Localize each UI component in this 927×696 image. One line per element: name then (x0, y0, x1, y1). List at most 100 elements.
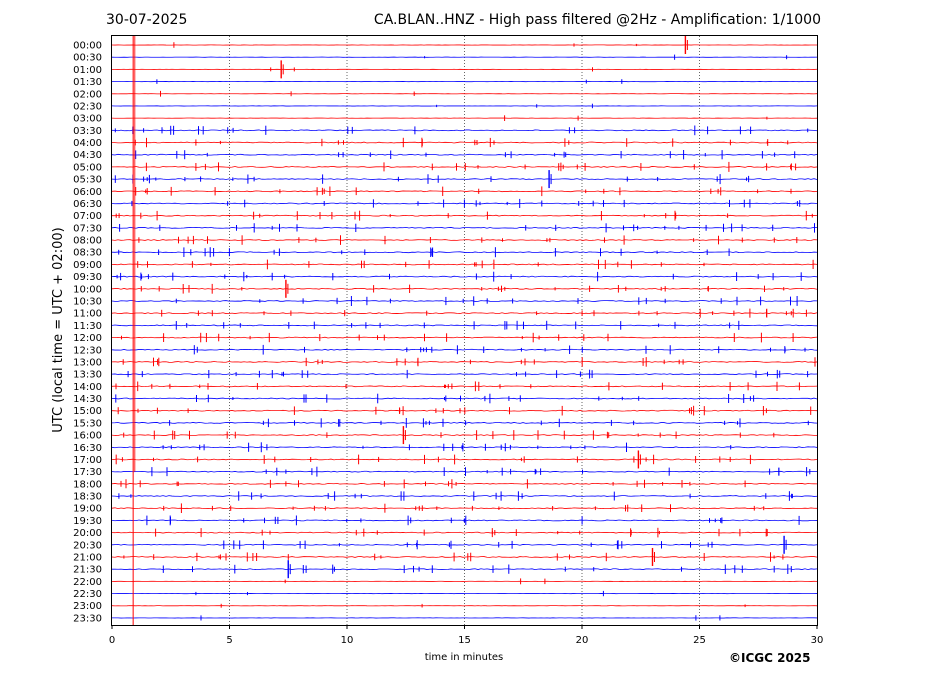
trace-row (111, 190, 818, 193)
row-label: 11:30 (73, 321, 102, 332)
row-label: 16:00 (73, 431, 102, 442)
vertical-gridlines (229, 36, 700, 625)
seismic-traces (111, 36, 818, 625)
trace-row (111, 312, 818, 315)
row-label: 03:30 (73, 126, 102, 137)
trace-row (111, 300, 818, 302)
row-label: 16:30 (73, 443, 102, 454)
row-label: 01:30 (73, 77, 102, 88)
trace-row (111, 275, 818, 278)
x-axis-ticks: 0 5 10 15 20 25 30 (109, 625, 824, 646)
row-label: 14:00 (73, 382, 102, 393)
row-label: 05:30 (73, 175, 102, 186)
row-label: 10:30 (73, 296, 102, 307)
trace-row (111, 385, 818, 388)
x-tick-label-0: 0 (109, 635, 115, 646)
trace-row (111, 373, 818, 375)
row-label: 17:00 (73, 455, 102, 466)
trace-row (111, 458, 818, 461)
row-label: 11:00 (73, 309, 102, 320)
row-label: 02:00 (73, 89, 102, 100)
x-tick-label-10: 10 (341, 635, 354, 646)
row-label: 13:00 (73, 357, 102, 368)
row-label: 00:00 (73, 41, 102, 52)
x-tick-label-20: 20 (576, 635, 589, 646)
trace-row (111, 214, 818, 217)
row-label: 18:00 (73, 479, 102, 490)
trace-row (111, 556, 818, 558)
chart-title: CA.BLAN..HNZ - High pass filtered @2Hz -… (373, 12, 821, 28)
x-axis-label: time in minutes (425, 652, 504, 663)
trace-row (111, 507, 818, 510)
trace-row (111, 361, 818, 363)
row-label: 23:00 (73, 601, 102, 612)
trace-row (111, 495, 818, 497)
trace-row (111, 239, 818, 241)
row-label: 06:00 (73, 187, 102, 198)
row-label: 20:30 (73, 540, 102, 551)
trace-row (111, 446, 818, 449)
row-label: 09:30 (73, 272, 102, 283)
row-label: 00:30 (73, 53, 102, 64)
row-label: 06:30 (73, 199, 102, 210)
trace-row (111, 568, 818, 571)
row-label: 17:30 (73, 467, 102, 478)
plot-frame (111, 35, 818, 626)
row-label: 15:30 (73, 418, 102, 429)
trace-row (111, 470, 818, 473)
trace-row (111, 422, 818, 424)
trace-row (111, 482, 818, 485)
row-label: 10:00 (73, 284, 102, 295)
trace-row (111, 129, 818, 132)
x-tick-label-25: 25 (693, 635, 706, 646)
row-label: 14:30 (73, 394, 102, 405)
row-label: 19:30 (73, 516, 102, 527)
row-label: 04:30 (73, 150, 102, 161)
row-label: 04:00 (73, 138, 102, 149)
trace-row (111, 287, 818, 290)
row-label: 21:30 (73, 565, 102, 576)
trace-row (111, 226, 818, 229)
trace-row (111, 348, 818, 351)
trace-row (111, 531, 818, 534)
trace-row (111, 336, 818, 339)
row-label: 15:00 (73, 406, 102, 417)
row-label: 01:00 (73, 65, 102, 76)
row-label: 05:00 (73, 162, 102, 173)
row-label: 09:00 (73, 260, 102, 271)
trace-row (111, 543, 818, 546)
row-label: 20:00 (73, 528, 102, 539)
row-label: 22:30 (73, 589, 102, 600)
row-label: 12:00 (73, 333, 102, 344)
row-label: 19:00 (73, 504, 102, 515)
row-label: 07:30 (73, 223, 102, 234)
chart-date: 30-07-2025 (106, 12, 188, 28)
row-label: 18:30 (73, 492, 102, 503)
row-label: 21:00 (73, 552, 102, 563)
row-label: 12:30 (73, 345, 102, 356)
row-label: 08:30 (73, 248, 102, 259)
trace-row (111, 166, 818, 168)
x-tick-label-5: 5 (226, 635, 232, 646)
row-label: 08:00 (73, 236, 102, 247)
y-axis-label: UTC (local time = UTC + 02:00) (51, 227, 66, 432)
row-label: 13:30 (73, 370, 102, 381)
x-tick-label-15: 15 (458, 635, 471, 646)
trace-row (111, 263, 818, 266)
row-label: 22:00 (73, 577, 102, 588)
row-label: 02:30 (73, 101, 102, 112)
trace-row (111, 178, 818, 180)
trace-row (111, 251, 818, 254)
trace-row (111, 141, 818, 144)
trace-row (111, 397, 818, 400)
trace-row (111, 324, 818, 327)
trace-row (111, 434, 818, 436)
row-label: 07:00 (73, 211, 102, 222)
trace-row (111, 153, 818, 156)
x-tick-label-30: 30 (811, 635, 824, 646)
row-label: 23:30 (73, 613, 102, 624)
copyright-credit: ©ICGC 2025 (729, 651, 811, 665)
row-label: 03:00 (73, 114, 102, 125)
